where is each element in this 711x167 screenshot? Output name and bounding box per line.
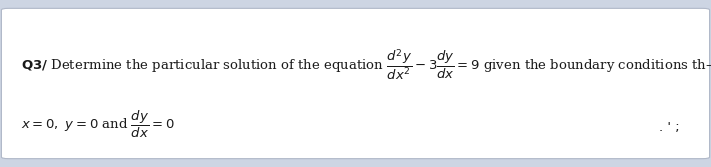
Text: . ' ;: . ' ; — [659, 121, 680, 134]
Text: $x =0,\ y =0$ and $\dfrac{dy}{dx} = 0$: $x =0,\ y =0$ and $\dfrac{dy}{dx} = 0$ — [21, 109, 174, 140]
Text: $\mathbf{Q3/}$ Determine the particular solution of the equation $\dfrac{d^2y}{d: $\mathbf{Q3/}$ Determine the particular … — [21, 47, 711, 82]
